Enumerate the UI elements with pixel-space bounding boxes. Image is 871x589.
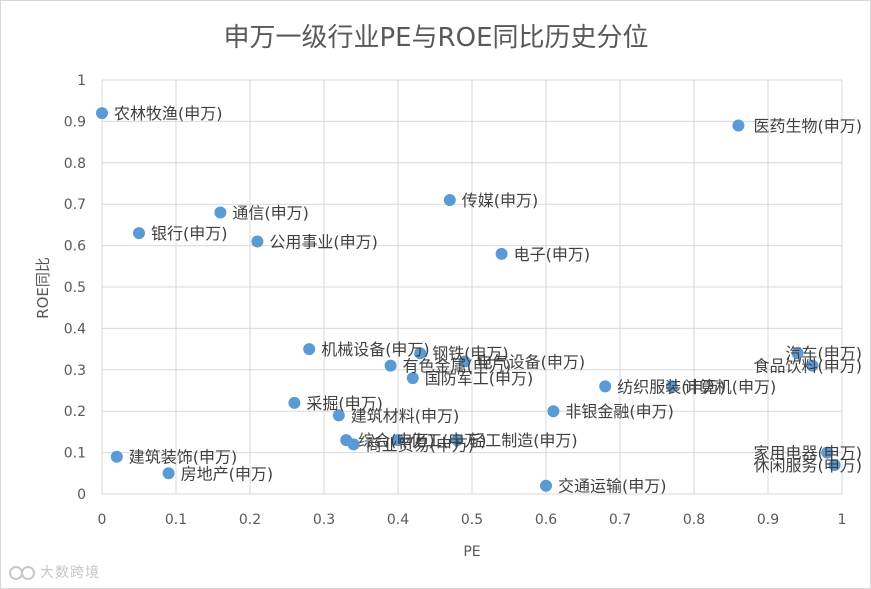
data-label: 传媒(申万)	[462, 191, 539, 210]
data-label: 银行(申万)	[151, 224, 228, 243]
data-point	[110, 450, 123, 463]
data-point	[384, 359, 397, 372]
data-labels: 农林牧渔(申万) 医药生物(申万) 传媒(申万) 通信(申万)银行(申万) 公用事业(申…	[114, 104, 862, 496]
y-tick-label: 0.6	[64, 239, 86, 255]
data-point	[828, 459, 841, 472]
x-tick-label: 1	[838, 512, 847, 528]
data-point	[732, 119, 745, 132]
data-label: 化工(申万)	[410, 431, 487, 450]
watermark: 大数跨境	[8, 562, 100, 582]
y-tick-label: 1	[77, 73, 86, 89]
data-label: 采掘(申万)	[306, 394, 383, 413]
y-axis-label: ROE同比	[34, 257, 52, 319]
x-tick-label: 0.7	[609, 512, 631, 528]
data-point	[96, 107, 108, 120]
data-label: 建筑装饰(申万)	[129, 448, 238, 467]
data-point	[214, 206, 227, 219]
data-point	[133, 227, 145, 240]
data-label: 电子(申万)	[514, 245, 591, 264]
data-label: 综合(申万)	[358, 431, 435, 450]
y-tick-label: 0.3	[64, 363, 86, 379]
data-point	[806, 359, 819, 372]
data-point	[303, 343, 316, 356]
x-axis-label: PE	[463, 544, 480, 560]
x-tick-label: 0.4	[387, 512, 409, 528]
data-point	[458, 355, 471, 368]
data-label: 纺织服装(申万)	[617, 377, 726, 396]
data-label: 机械设备(申万)	[321, 340, 430, 359]
data-point	[791, 347, 804, 360]
data-label: 国防军工(申万)	[425, 369, 534, 388]
data-label: 家用电器(申万)	[754, 444, 863, 463]
data-point	[251, 235, 264, 248]
x-tick-label: 0.1	[165, 512, 187, 528]
y-tick-label: 0.2	[64, 404, 86, 420]
x-tick-label: 0	[98, 512, 107, 528]
data-point	[665, 380, 678, 393]
y-axis-ticks: 0 0.1 0.2 0.3 0.4 0.5 0.6 0.7 0.8 0.9 1	[64, 73, 86, 503]
x-tick-label: 0.9	[757, 512, 779, 528]
data-point	[347, 438, 360, 451]
x-tick-label: 0.2	[239, 512, 261, 528]
data-point	[288, 396, 301, 409]
x-tick-label: 0.6	[535, 512, 557, 528]
data-point	[821, 446, 834, 459]
data-label: 公用事业(申万)	[269, 232, 378, 251]
data-point	[406, 372, 419, 385]
data-label: 汽车(申万)	[786, 344, 863, 363]
y-tick-label: 0.7	[64, 197, 86, 213]
x-tick-label: 0.3	[313, 512, 335, 528]
x-tick-label: 0.8	[683, 512, 705, 528]
data-label: 非银金融(申万)	[565, 402, 674, 421]
x-axis-ticks: 0 0.1 0.2 0.3 0.4 0.5 0.6 0.7 0.8 0.9 1	[98, 512, 847, 528]
data-point	[495, 247, 508, 260]
data-point	[414, 347, 427, 360]
data-label: 轻工制造(申万)	[469, 431, 578, 450]
data-point	[540, 479, 552, 492]
data-label: 有色金属(申万)	[403, 357, 512, 376]
data-point	[162, 467, 175, 480]
grid-lines	[101, 79, 843, 495]
data-points	[96, 107, 841, 492]
data-label: 交通运输(申万)	[558, 477, 667, 496]
data-label: 通信(申万)	[232, 203, 309, 222]
data-label: 商业贸易(申万)	[366, 435, 475, 454]
data-label: 房地产(申万)	[181, 464, 274, 483]
data-label: 休闲服务(申万)	[754, 456, 863, 475]
y-tick-label: 0.1	[64, 446, 86, 462]
data-label: 计算机(申万)	[684, 377, 777, 396]
data-label: 农林牧渔(申万)	[114, 104, 223, 123]
data-label: 钢铁(申万)	[432, 344, 509, 363]
data-label: 电气设备(申万)	[477, 353, 585, 372]
watermark-logo-icon	[9, 566, 35, 580]
y-tick-label: 0.5	[64, 280, 86, 296]
y-tick-label: 0.4	[64, 321, 86, 337]
watermark-text: 大数跨境	[40, 565, 100, 581]
y-tick-label: 0	[77, 487, 86, 503]
data-point	[599, 380, 612, 393]
data-label: 食品饮料(申万)	[754, 357, 863, 376]
y-tick-label: 0.9	[64, 114, 86, 130]
data-label: 建筑材料(申万)	[351, 406, 460, 425]
data-point	[443, 194, 456, 207]
data-point	[547, 405, 560, 418]
chart-title: 申万一级行业PE与ROE同比历史分位	[223, 23, 648, 53]
y-tick-label: 0.8	[64, 156, 86, 172]
data-point	[332, 409, 345, 422]
data-point	[451, 434, 464, 447]
x-tick-label: 0.5	[461, 512, 483, 528]
data-point	[392, 434, 404, 447]
data-label: 医药生物(申万)	[754, 117, 863, 136]
